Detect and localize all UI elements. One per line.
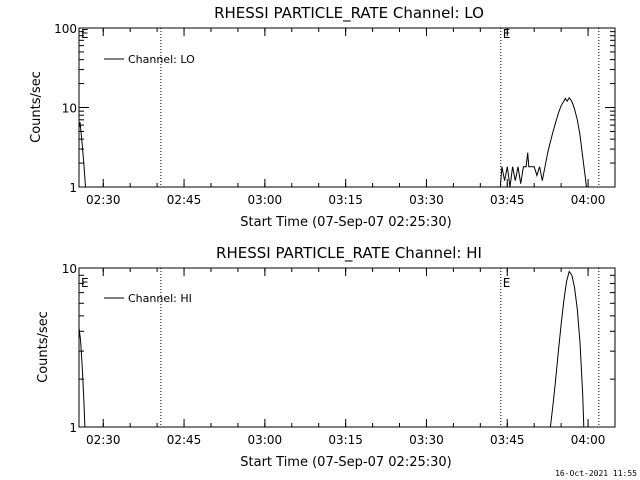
chart-title: RHESSI PARTICLE_RATE Channel: LO xyxy=(214,4,484,23)
chart-lo: RHESSI PARTICLE_RATE Channel: LO Counts/… xyxy=(29,4,616,230)
x-tick-label: 03:15 xyxy=(328,193,363,207)
y-tick-label: 10 xyxy=(62,262,77,276)
x-tick-label: 02:45 xyxy=(167,193,202,207)
y-tick-label: 1 xyxy=(69,421,77,435)
x-axis-label: Start Time (07-Sep-07 02:25:30) xyxy=(240,215,451,230)
series-line xyxy=(549,270,585,428)
y-axis-label: Counts/sec xyxy=(36,311,51,383)
event-marker-label: E xyxy=(503,276,511,290)
y-axis-label: Counts/sec xyxy=(29,71,44,143)
legend-label: Channel: LO xyxy=(128,53,195,66)
timestamp-label: 16-Oct-2021 11:55 xyxy=(555,469,637,478)
chart-title: RHESSI PARTICLE_RATE Channel: HI xyxy=(216,244,482,263)
series-layer xyxy=(78,97,587,188)
edge-label: E xyxy=(81,27,89,41)
y-tick-label: 1 xyxy=(69,181,77,195)
series-line xyxy=(78,122,86,188)
chart-hi: RHESSI PARTICLE_RATE Channel: HI Counts/… xyxy=(36,244,616,470)
series-line xyxy=(78,327,86,428)
x-tick-label: 02:30 xyxy=(86,433,121,447)
event-markers: E xyxy=(160,27,600,187)
y-tick-label: 10 xyxy=(62,102,77,116)
axis-ticks: 02:30 02:45 03:00 03:15 03:30 03:45 04:00 1 10 10… xyxy=(54,22,616,207)
x-tick-label: 02:45 xyxy=(167,433,202,447)
x-tick-label: 03:45 xyxy=(490,193,525,207)
x-tick-label: 04:00 xyxy=(571,193,606,207)
x-tick-label: 03:00 xyxy=(248,433,283,447)
legend-label: Channel: HI xyxy=(128,292,192,305)
x-tick-label: 03:45 xyxy=(490,433,525,447)
x-tick-label: 03:00 xyxy=(248,193,283,207)
x-axis-label: Start Time (07-Sep-07 02:25:30) xyxy=(240,455,451,470)
event-marker-label: E xyxy=(503,27,511,41)
x-tick-label: 04:00 xyxy=(571,433,606,447)
series-line xyxy=(499,97,587,188)
axis-ticks: 02:30 02:45 03:00 03:15 03:30 03:45 04:00 1 10 xyxy=(62,262,616,447)
x-tick-label: 02:30 xyxy=(86,193,121,207)
series-layer xyxy=(78,270,585,428)
y-tick-label: 100 xyxy=(54,22,77,36)
event-markers: E xyxy=(160,268,600,427)
x-tick-label: 03:30 xyxy=(409,193,444,207)
x-tick-label: 03:15 xyxy=(328,433,363,447)
edge-label: E xyxy=(81,276,89,290)
x-tick-label: 03:30 xyxy=(409,433,444,447)
plot-frame xyxy=(78,267,616,428)
